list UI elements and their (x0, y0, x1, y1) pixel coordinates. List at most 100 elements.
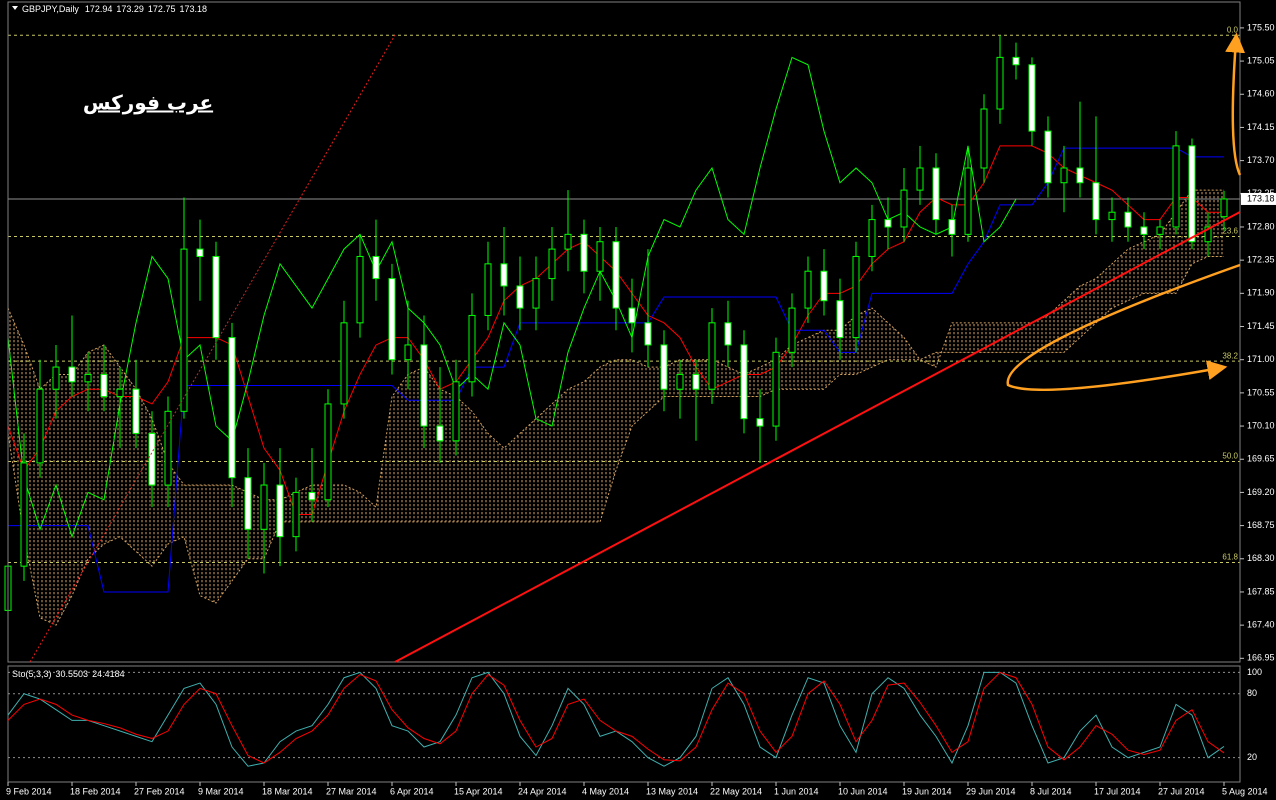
candle-body (1188, 145, 1196, 243)
candle-body (1220, 198, 1228, 218)
candle-body (196, 248, 204, 257)
stoch-title: Sto(5,3,3) (12, 669, 52, 679)
candle-body (212, 255, 220, 339)
candle-body (20, 462, 28, 567)
candle-body (516, 285, 524, 309)
x-tick-label: 27 Feb 2014 (134, 786, 185, 796)
candle-body (340, 322, 348, 405)
candle-body (644, 322, 652, 346)
stoch-line (7, 671, 1225, 764)
x-tick-label: 18 Mar 2014 (262, 786, 313, 796)
y-tick-label: 167.40 (1247, 620, 1275, 630)
span-a-line (7, 189, 1224, 509)
y-tick-label: 174.15 (1247, 122, 1275, 132)
fib-label: 23.6 (1222, 227, 1238, 236)
open-quote: 172.94 (85, 4, 113, 14)
candle-body (628, 307, 636, 324)
stoch-header: Sto(5,3,3) 30.5503 24.4184 (12, 669, 125, 679)
candle-body (228, 337, 236, 479)
candle-body (1204, 226, 1212, 243)
candle-body (932, 167, 940, 221)
candle-body (1012, 56, 1020, 66)
candle-body (452, 381, 460, 442)
y-tick-label: 175.50 (1247, 22, 1275, 32)
low-quote: 172.75 (148, 4, 176, 14)
candle-body (132, 388, 140, 434)
candle-body (884, 219, 892, 228)
candle-body (948, 219, 956, 235)
stoch-tick-label: 80 (1247, 688, 1257, 698)
candle-body (596, 241, 604, 272)
y-tick-label: 166.95 (1247, 653, 1275, 663)
close-quote: 173.18 (179, 4, 207, 14)
dotted-trendline (29, 34, 396, 663)
candle-body (740, 344, 748, 420)
candle-body (276, 484, 284, 538)
stoch-k-value: 30.5503 (56, 669, 89, 679)
candle-body (676, 373, 684, 390)
x-tick-label: 22 May 2014 (710, 786, 762, 796)
x-tick-label: 9 Feb 2014 (6, 786, 52, 796)
high-quote: 173.29 (116, 4, 144, 14)
stoch-line (7, 671, 1225, 767)
stoch-tick-label: 100 (1247, 667, 1262, 677)
candle-body (836, 300, 844, 339)
y-tick-label: 174.60 (1247, 89, 1275, 99)
candle-body (1028, 64, 1036, 132)
candle-body (980, 108, 988, 169)
x-tick-label: 19 Jun 2014 (902, 786, 952, 796)
candle-body (580, 233, 588, 272)
candle-body (116, 388, 124, 398)
x-tick-label: 18 Feb 2014 (70, 786, 121, 796)
y-tick-label: 171.00 (1247, 354, 1275, 364)
menu-triangle[interactable] (12, 6, 18, 10)
candle-body (996, 56, 1004, 110)
candle-body (532, 278, 540, 309)
candle-body (772, 351, 780, 427)
candle-body (612, 241, 620, 309)
candle-body (964, 167, 972, 235)
x-tick-label: 27 Mar 2014 (326, 786, 377, 796)
price-box-label: 173.18 (1247, 193, 1275, 203)
candle-body (420, 344, 428, 427)
price-box (1241, 192, 1276, 205)
candle-body (692, 373, 700, 390)
y-tick-label: 172.35 (1247, 255, 1275, 265)
candle-body (292, 491, 300, 538)
fib-label: 0.0 (1227, 25, 1239, 34)
candle-body (180, 248, 188, 412)
x-tick-label: 1 Jun 2014 (774, 786, 819, 796)
main-layer: 0.0 23.6 38.2 50.0 61.8 (4, 25, 1240, 633)
x-tick-label: 9 Mar 2014 (198, 786, 244, 796)
candle-body (916, 167, 924, 191)
candle-body (484, 263, 492, 316)
x-tick-label: 27 Jul 2014 (1158, 786, 1205, 796)
y-tick-label: 175.05 (1247, 55, 1275, 65)
x-tick-label: 6 Apr 2014 (390, 786, 434, 796)
candle-body (660, 344, 668, 390)
candle-body (36, 388, 44, 464)
watermark: عرب فوركس (83, 91, 213, 115)
fib-label: 61.8 (1222, 553, 1238, 562)
y-tick-label: 173.70 (1247, 155, 1275, 165)
candle-body (820, 270, 828, 302)
candle-body (1092, 182, 1100, 221)
candle-body (84, 373, 92, 383)
candle-body (244, 477, 252, 530)
candle-body (756, 418, 764, 427)
price-pane-frame (7, 1, 1241, 663)
candle-body (1044, 130, 1052, 184)
candle-body (708, 322, 716, 390)
candle-body (1108, 211, 1116, 221)
candle-body (404, 344, 412, 361)
candle-body (564, 233, 572, 250)
y-tick-label: 172.80 (1247, 221, 1275, 231)
x-tick-label: 13 May 2014 (646, 786, 698, 796)
y-tick-label: 170.10 (1247, 420, 1275, 430)
y-tick-label: 169.20 (1247, 487, 1275, 497)
y-tick-label: 168.30 (1247, 553, 1275, 563)
candle-body (1076, 167, 1084, 184)
x-tick-label: 5 Aug 2014 (1222, 786, 1268, 796)
span-b-line (7, 255, 1224, 626)
